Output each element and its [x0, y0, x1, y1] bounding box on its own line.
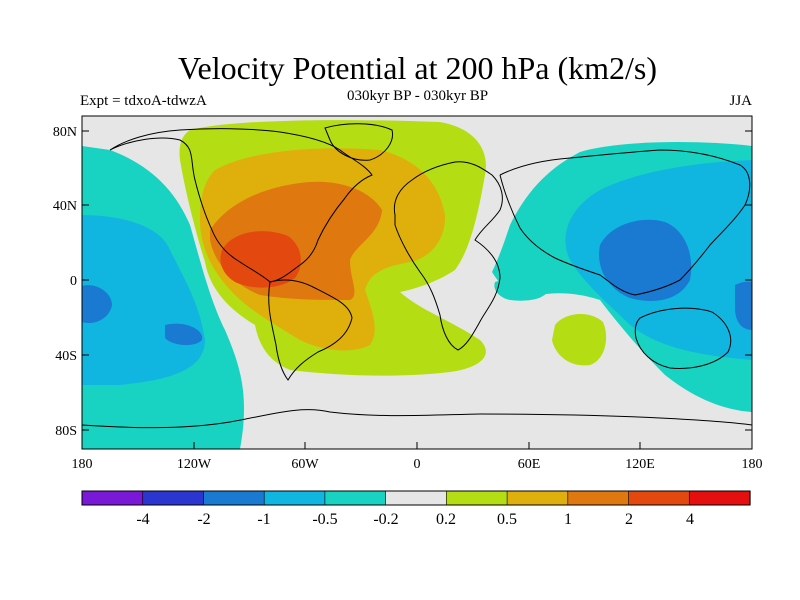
- australia-coast: [634, 307, 732, 369]
- north-america-coast: [109, 128, 373, 283]
- indian-ocean-yellowgreen-patch: [552, 314, 607, 366]
- lon-label-120e: 120E: [625, 457, 655, 472]
- asia-coast: [499, 149, 751, 296]
- colorbar-box-6: [385, 490, 447, 506]
- map-subtitle: 030kyr BP - 030kyr BP: [346, 88, 489, 104]
- colorbar-box-9: [567, 490, 630, 506]
- colorbar-label-3: -1: [257, 511, 270, 528]
- colorbar-label-9: 2: [625, 511, 633, 528]
- asia-blue-region: [599, 219, 692, 301]
- experiment-label: Expt = tdxoA-tdwzA: [80, 93, 207, 109]
- longitude-labels: 180 120W 60W 0 60E 120E 180: [72, 457, 763, 472]
- map-title: Velocity Potential at 200 hPa (km2/s): [177, 50, 658, 86]
- colorbar-box-10: [628, 490, 690, 506]
- south-america-coast: [268, 279, 353, 381]
- indian-ocean-blue-region: [735, 281, 752, 330]
- lon-label-180-west: 180: [72, 457, 93, 472]
- pacific-blue-region: [82, 285, 112, 324]
- colorbar-box-4: [263, 490, 326, 506]
- colorbar-label-10: 4: [686, 511, 694, 528]
- colorbar-label-2: -2: [197, 511, 210, 528]
- greenland-coast: [324, 123, 394, 161]
- colorbar-box-11: [688, 490, 751, 506]
- colorbar-labels: -4 -2 -1 -0.5 -0.2 0.2 0.5 1 2 4: [136, 511, 694, 528]
- lat-label-80s: 80S: [55, 424, 77, 439]
- colorbar-label-8: 1: [564, 511, 572, 528]
- colorbar-label-7: 0.5: [497, 511, 517, 528]
- colorbar-box-1: [81, 490, 144, 506]
- season-label: JJA: [729, 93, 752, 109]
- colorbar-box-5: [324, 490, 387, 506]
- antarctica-coast: [82, 409, 752, 429]
- colorbar-label-5: -0.2: [373, 511, 398, 528]
- atlantic-teal-patch: [494, 279, 548, 301]
- lat-label-0: 0: [70, 274, 77, 289]
- lat-label-40s: 40S: [55, 349, 77, 364]
- lon-label-0: 0: [414, 457, 421, 472]
- colorbar-box-2: [142, 490, 205, 506]
- pacific-blue-region-2: [165, 323, 203, 346]
- caribbean-redorange-region: [220, 231, 301, 288]
- lon-label-60w: 60W: [291, 457, 319, 472]
- colorbar-box-8: [506, 490, 569, 506]
- europe-africa-coast: [393, 161, 503, 351]
- lon-label-60e: 60E: [518, 457, 541, 472]
- colorbar-label-6: 0.2: [436, 511, 456, 528]
- colorbar-label-4: -0.5: [312, 511, 337, 528]
- lon-label-180-east: 180: [742, 457, 763, 472]
- colorbar-box-7: [446, 490, 508, 506]
- colorbar-frame: [81, 490, 751, 506]
- axis-ticks: [81, 130, 752, 449]
- velocity-potential-field: [82, 116, 752, 449]
- colorbar-label-1: -4: [136, 511, 149, 528]
- latitude-labels: 80N 40N 0 40S 80S: [53, 125, 77, 439]
- lat-label-80n: 80N: [53, 125, 77, 140]
- colorbar-box-3: [203, 490, 265, 506]
- colorbar: -4 -2 -1 -0.5 -0.2 0.2 0.5 1 2 4: [81, 490, 751, 528]
- lon-label-120w: 120W: [177, 457, 212, 472]
- coastlines: [82, 123, 752, 429]
- lat-label-40n: 40N: [53, 199, 77, 214]
